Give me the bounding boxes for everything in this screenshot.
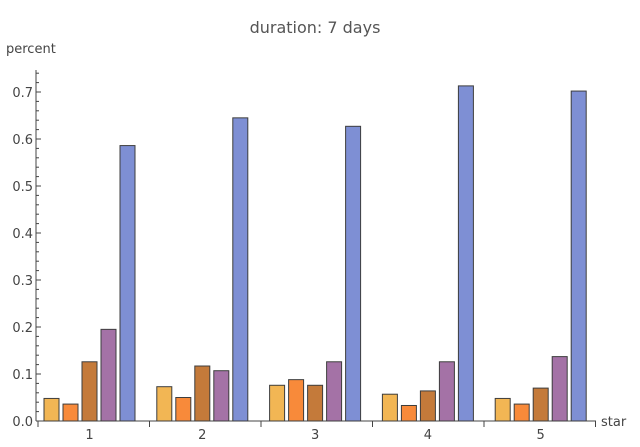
x-tick-label: 2 [198,428,206,443]
bar-star5-series2 [513,403,530,422]
bar-star4-series4 [438,361,455,422]
bar-star4-series5 [457,85,474,422]
x-tick-label: 5 [537,428,545,443]
y-tick-label: 0.2 [12,321,33,336]
bar-star2-series2 [175,397,192,422]
bar-star4-series2 [400,404,417,422]
bar-star4-series3 [419,390,436,422]
bar-star3-series4 [326,361,343,422]
bar-star2-series4 [213,370,230,422]
y-tick-label: 0.4 [12,227,33,242]
bar-star1-series3 [81,361,98,422]
bar-star1-series2 [62,403,79,422]
bar-star3-series3 [307,384,324,422]
bar-star1-series1 [43,397,60,422]
bar-star3-series5 [345,125,362,422]
x-tick-label: 3 [311,428,319,443]
bar-star5-series5 [570,90,587,422]
bar-star5-series4 [551,356,568,422]
bar-star3-series2 [288,379,305,422]
bars-group [43,85,587,422]
bar-star1-series5 [119,145,136,422]
x-axis: 1 2 3 4 5 [36,420,596,443]
chart-title: duration: 7 days [250,18,381,37]
y-tick-label: 0.0 [12,415,33,430]
y-tick-label: 0.5 [12,180,33,195]
bar-star3-series1 [269,384,286,422]
y-axis-label: percent [6,42,56,57]
bar-star2-series1 [156,386,173,422]
y-axis: 0.0 0.1 0.2 0.3 0.4 0.5 0.6 0.7 [12,70,41,430]
x-tick-label: 1 [85,428,93,443]
y-tick-label: 0.7 [12,86,33,101]
x-tick-label: 4 [424,428,432,443]
y-tick-label: 0.3 [12,274,33,289]
bar-star4-series1 [381,393,398,422]
y-tick-label: 0.1 [12,368,33,383]
bar-star2-series5 [232,117,249,422]
bar-star5-series1 [494,397,511,422]
bar-star1-series4 [100,328,117,422]
bar-star5-series3 [532,387,549,422]
y-tick-label: 0.6 [12,133,33,148]
x-axis-label: star [601,415,627,430]
bar-star2-series3 [194,365,211,422]
